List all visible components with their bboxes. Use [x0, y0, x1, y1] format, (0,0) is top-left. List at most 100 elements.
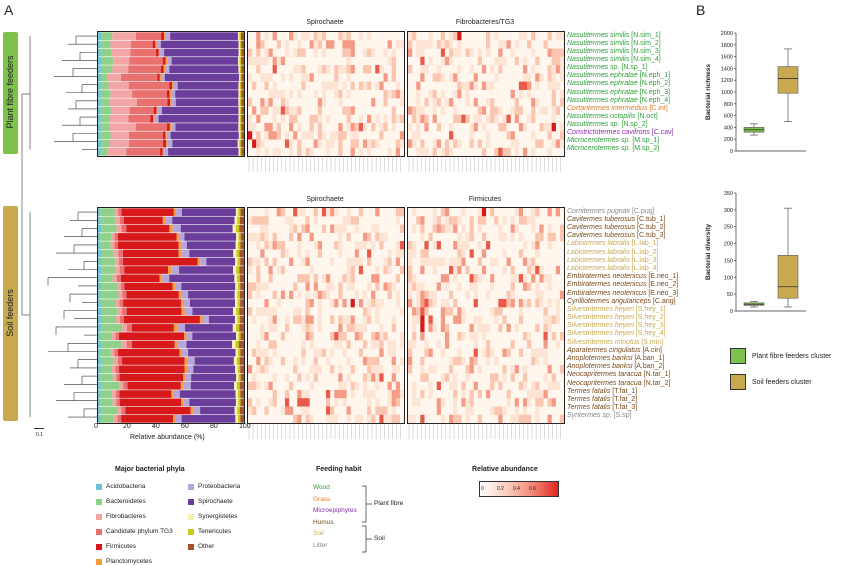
- plant-row-label: Nasutitermes ephratae [N.eph_3]: [567, 89, 670, 96]
- heatmap-cell: [256, 381, 261, 391]
- abundance-segment: [165, 32, 171, 40]
- heatmap-cell: [305, 389, 310, 399]
- heatmap-cell: [387, 389, 392, 399]
- abundance-segment: [178, 249, 182, 258]
- heatmap-cell: [440, 147, 446, 156]
- abundance-segment: [236, 357, 240, 365]
- heatmap-cell: [268, 241, 273, 250]
- abundance-segment: [117, 241, 179, 250]
- heatmap-cell: [260, 307, 265, 316]
- heatmap-cell: [264, 356, 269, 366]
- abundance-segment: [238, 373, 241, 382]
- heatmap-cell: [399, 40, 404, 49]
- soil-row-label: Labiotermes labralis [L.lab_1]: [567, 240, 658, 247]
- heatmap-cell: [420, 257, 425, 266]
- soil-row-label: Anoplotermes banksi [A.ban_1]: [567, 355, 664, 362]
- heatmap-cell: [408, 298, 413, 308]
- heatmap-cell: [293, 307, 298, 316]
- heatmap-cell: [436, 282, 441, 291]
- feeding-brackets: [362, 485, 372, 553]
- abundance-segment: [234, 216, 238, 225]
- abundance-segment: [98, 224, 102, 233]
- abundance-segment: [239, 32, 241, 40]
- abundance-segment: [235, 348, 238, 357]
- heatmap-cell: [313, 356, 318, 366]
- heatmap-cell: [408, 249, 413, 258]
- heatmap-cell: [326, 81, 331, 90]
- abundance-segment: [100, 208, 115, 216]
- heatmap-cell: [321, 224, 327, 233]
- heatmap-cell: [395, 216, 400, 225]
- heatmap-cell: [354, 323, 359, 333]
- soil-row-label: Silvestritermes heyeri [S.hey_4]: [567, 330, 665, 337]
- abundance-segment: [171, 123, 176, 131]
- heatmap-cell: [301, 323, 306, 333]
- sample-code: [T.fat_1]: [610, 387, 638, 395]
- abundance-segment: [128, 65, 161, 74]
- heatmap-cell: [514, 224, 519, 233]
- abundance-segment: [238, 57, 240, 65]
- heatmap-cell: [367, 307, 372, 316]
- heatmap-cell: [350, 298, 355, 308]
- heatmap-cell: [453, 73, 458, 82]
- heatmap-cell: [408, 348, 413, 357]
- heatmap-cell: [379, 365, 384, 374]
- heatmap-cell: [354, 122, 359, 132]
- abundance-segment: [100, 90, 111, 98]
- heatmap-cell: [461, 114, 466, 124]
- heatmap-cell: [494, 406, 499, 415]
- heatmap-cell: [551, 106, 556, 115]
- heatmap-cell: [555, 307, 560, 316]
- heatmap-cell: [317, 65, 322, 74]
- abundance-segment: [162, 148, 165, 156]
- heatmap-cell: [494, 106, 499, 115]
- heatmap-cell: [326, 65, 331, 74]
- abundance-segment: [173, 208, 177, 216]
- abundance-segment: [98, 315, 101, 324]
- sample-code: [C.tub_2]: [635, 223, 666, 231]
- heatmap-cell: [362, 381, 368, 391]
- heatmap-cell: [326, 290, 331, 300]
- heatmap-cell: [453, 257, 458, 266]
- abundance-segment: [98, 40, 101, 49]
- heatmap-cell: [490, 282, 495, 291]
- abundance-segment: [101, 307, 118, 316]
- heatmap-cell: [354, 139, 359, 148]
- heatmap-cell: [399, 332, 404, 341]
- soil-row-label: Labiotermes labralis [L.lab_4]: [567, 265, 658, 272]
- heatmap-cell: [346, 373, 351, 382]
- heatmap-cell: [465, 114, 470, 124]
- heatmap-cell: [547, 274, 552, 283]
- heatmap-cell: [559, 89, 564, 99]
- heatmap-cell: [375, 114, 380, 124]
- heatmap-cell: [260, 216, 265, 225]
- heatmap-cell: [309, 147, 314, 156]
- abundance-segment: [100, 315, 117, 324]
- heatmap-cell: [420, 114, 425, 124]
- phylum-swatch: [188, 483, 194, 490]
- heatmap-cell: [309, 40, 314, 49]
- heatmap-cell: [395, 40, 400, 49]
- heatmap-cell: [362, 307, 368, 316]
- sample-code: [C.tub_1]: [635, 215, 666, 223]
- heatmap-cell: [412, 315, 417, 324]
- species-name: Neocapritermes taracua: [567, 379, 642, 387]
- heatmap-cell: [395, 89, 400, 99]
- heatmap-cell: [412, 249, 417, 258]
- phylum-name: Tenericutes: [198, 528, 232, 535]
- heatmap-cell: [444, 224, 450, 233]
- abundance-tick: 20: [123, 423, 131, 430]
- phylum-legend-item: Planctomycetes: [96, 558, 152, 565]
- heatmap-cell: [293, 224, 298, 233]
- heatmap-cell: [297, 274, 302, 283]
- abundance-segment: [239, 216, 244, 225]
- heatmap-cell: [490, 348, 495, 357]
- heatmap-cell: [436, 381, 441, 391]
- heatmap-cell: [436, 98, 441, 107]
- sample-code: [S.hey_4]: [633, 330, 666, 338]
- heatmap-cell: [289, 106, 294, 115]
- heatmap-cell: [514, 139, 519, 148]
- heatmap-cell: [551, 114, 556, 124]
- abundance-segment: [157, 106, 162, 115]
- heatmap-cell: [408, 241, 413, 250]
